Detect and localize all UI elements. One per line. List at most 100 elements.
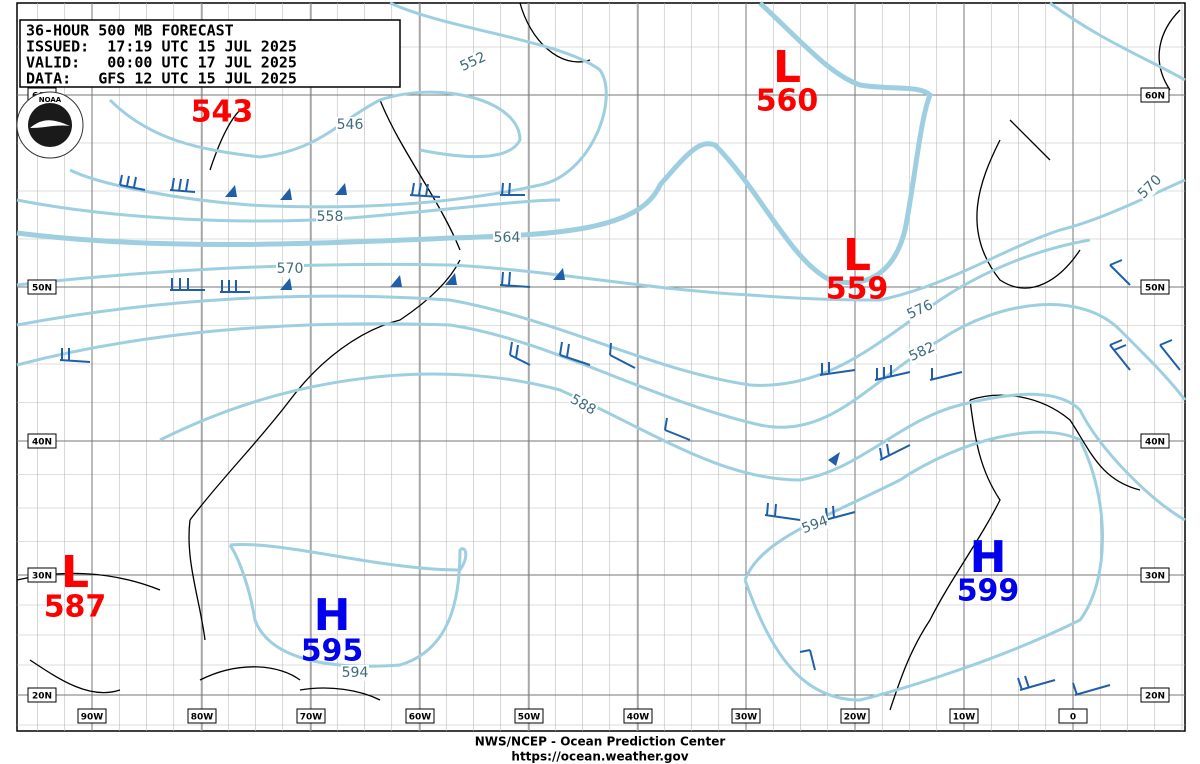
wind-barb [879,443,911,461]
wind-barb [664,417,691,441]
coastline [519,2,1181,91]
wind-barb [499,271,531,288]
contour [159,372,1186,522]
contour-label: 570 [277,261,304,277]
wind-barb [764,502,801,521]
contour [16,238,1091,387]
wind-barb [119,174,146,191]
wind-barb [819,362,856,376]
logo-gull [30,120,70,128]
footer-line: https://ocean.weather.gov [511,750,688,764]
header-line: VALID: 00:00 UTC 17 JUL 2025 [26,54,297,72]
wind-barb [1072,682,1111,696]
latitude-label-box [27,279,57,295]
latitude-label-box [1140,87,1170,103]
coastline [976,119,1081,289]
longitude-label-box [1058,708,1088,724]
contour [108,90,522,159]
header-line: 36-HOUR 500 MB FORECAST [26,22,234,40]
logo-text: NOAA [39,96,62,104]
latitude-label: 30N [1145,572,1165,582]
contour-label-bg [316,209,344,225]
longitude-label-box [949,708,979,724]
contour [16,303,1187,429]
latitude-label-box [1140,567,1170,583]
longitude-label: 60W [409,713,432,723]
latitude-label: 40N [1145,438,1165,448]
latitude-label-box [1140,687,1170,703]
contour-label-bg [903,296,937,324]
coastline [889,394,1141,711]
longitude-label: 10W [953,713,976,723]
wind-barb [59,348,91,363]
contour-label: 558 [317,209,344,225]
contour-label: 546 [337,117,364,133]
longitude-label: 90W [81,713,104,723]
coastline [209,99,461,251]
latitude-label-box [27,567,57,583]
contour-label-bg [493,230,521,246]
header-line: DATA: GFS 12 UTC 15 JUL 2025 [26,70,297,88]
latitude-label-box [27,433,57,449]
center-value: 599 [957,574,1020,609]
contour-label-bg [905,338,939,366]
longitude-label-box [514,708,544,724]
header-line: ISSUED: 17:19 UTC 15 JUL 2025 [26,38,297,56]
longitude-label: 80W [191,713,214,723]
contour [69,1,608,209]
wind-barb [1109,259,1131,286]
longitude-label-box [187,708,217,724]
contour [743,430,1104,702]
longitude-label-box [77,708,107,724]
latitude-label: 20N [1145,692,1165,702]
latitude-label-box [1140,279,1170,295]
wind-barb [874,365,911,381]
header-box [19,19,401,88]
wind-barb [609,342,636,369]
noaa-logo: NOAA [16,91,84,159]
contour-label: 594 [342,665,369,681]
longitude-label-box [623,708,653,724]
latitude-label: 50N [1145,284,1165,294]
latitude-label: 20N [32,692,52,702]
longitude-label-box [296,708,326,724]
center-letter: L [61,547,89,598]
wind-barbs [59,174,1181,696]
contour [228,542,468,668]
wind-barb [1109,339,1131,371]
coastline [199,666,381,701]
latitude-label-box [1140,433,1170,449]
contours [16,1,1187,702]
center-value: 560 [756,84,819,119]
wind-barb [559,341,591,366]
longitude-label: 30W [735,713,758,723]
center-letter: L [773,42,801,93]
grid [17,3,1185,731]
latitude-label-box [27,687,57,703]
latitude-label: 30N [32,572,52,582]
center-letter: H [314,590,351,641]
longitude-label: 20W [844,713,867,723]
wind-barb [1017,675,1056,691]
contour [1049,1,1186,82]
center-letter: H [970,532,1007,583]
center-value: 587 [44,590,107,625]
contour-label-bg [341,665,369,681]
wind-barb [169,177,196,193]
latitude-label: 50N [32,284,52,294]
center-value: 559 [826,272,889,307]
latitude-label: 40N [32,438,52,448]
center-letter: L [843,230,871,281]
wind-barb [170,278,205,291]
longitude-label: 0 [1070,713,1076,723]
longitude-label-box [731,708,761,724]
wind-barb [220,280,250,293]
wind-barb [799,649,816,671]
contour-label-bg [799,512,831,538]
contour-label-bg [336,117,364,133]
wind-barb [509,341,531,366]
wind-barb [500,182,525,196]
